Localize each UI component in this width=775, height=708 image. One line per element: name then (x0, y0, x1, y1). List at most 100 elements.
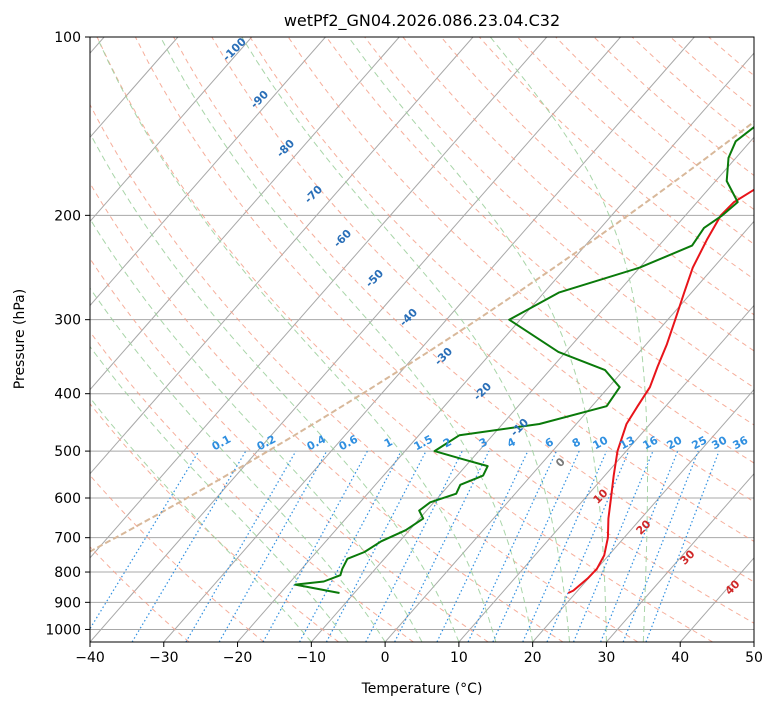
mixing-ratio-label: 10 (591, 433, 611, 452)
mixing-ratio-label: 0.4 (305, 432, 329, 453)
temperature-profile-line (567, 188, 754, 594)
y-tick-label: 500 (54, 444, 81, 460)
mixing-ratio-line (546, 450, 630, 642)
y-tick-label: 800 (54, 565, 81, 581)
mixing-ratio-label: 0.1 (210, 433, 233, 454)
mixing-ratio-line (645, 450, 720, 642)
dry-adiabat-line (90, 474, 265, 642)
moist-adiabat-line (160, 37, 534, 642)
chart-title: wetPf2_GN04.2026.086.23.04.C32 (284, 11, 560, 31)
x-tick-label: 40 (671, 650, 689, 666)
y-tick-label: 400 (54, 387, 81, 403)
dry-adiabat-line (287, 37, 754, 464)
y-tick-label: 1000 (45, 622, 81, 638)
warm-isotherm-label: 30 (678, 547, 698, 567)
mixing-ratio-label: 20 (665, 433, 685, 452)
dry-adiabat-line (402, 37, 754, 352)
isotherm-line (458, 304, 754, 642)
isotherm-line (606, 472, 754, 642)
mixing-ratio-label: 2 (441, 435, 454, 450)
x-tick-label: 10 (450, 650, 468, 666)
mixing-ratio-line (572, 450, 654, 642)
moist-adiabat-line (489, 37, 648, 642)
dry-adiabat-line (90, 182, 564, 642)
y-tick-label: 700 (54, 531, 81, 547)
chart-inline-labels: -100-90-80-70-60-50-40-30-20-100.1 0.2 0.4… (210, 35, 751, 598)
isotherm-line (90, 37, 326, 307)
mixing-ratio-line (185, 450, 297, 642)
dry-adiabat-line (96, 37, 713, 642)
x-tick-label: 0 (381, 650, 390, 666)
mixing-ratio-label: 8 (570, 435, 583, 450)
mixing-ratio-label: 13 (618, 434, 638, 453)
isotherm-label: -40 (397, 306, 420, 329)
mixing-ratio-line (394, 450, 490, 642)
dry-adiabat-line (325, 37, 754, 426)
isotherm-label: -100 (220, 35, 249, 64)
warm-isotherm-label: 40 (723, 577, 743, 597)
mixing-ratio-line (436, 450, 529, 642)
warm-isotherm-label: 0 (553, 455, 568, 470)
isotherm-line (237, 52, 754, 642)
y-tick-label: 300 (54, 313, 81, 329)
isotherm-line (90, 37, 253, 223)
x-tick-label: −30 (149, 650, 179, 666)
mixing-ratio-label: 16 (641, 433, 661, 452)
dry-adiabat-line (364, 37, 754, 389)
mixing-ratio-line (90, 450, 200, 630)
y-tick-label: 100 (54, 30, 81, 46)
x-tick-label: 50 (745, 650, 763, 666)
mixing-ratio-line (492, 450, 580, 642)
dry-adiabat-line (134, 37, 754, 624)
mixing-ratio-label: 1 (382, 435, 395, 450)
dry-adiabat-line (90, 546, 190, 642)
moist-adiabat-line (241, 37, 571, 642)
y-tick-label: 600 (54, 491, 81, 507)
isotherm-line (90, 37, 621, 642)
isotherm-label: -20 (471, 380, 494, 403)
y-tick-label: 200 (54, 208, 81, 224)
x-tick-label: 30 (598, 650, 616, 666)
x-tick-label: −20 (223, 650, 253, 666)
warm-isotherm-label: 20 (634, 517, 654, 537)
moist-adiabat-line (90, 287, 386, 642)
dry-adiabat-line (90, 330, 414, 642)
mixing-ratio-label: 30 (710, 433, 730, 452)
mixing-ratio-line (522, 450, 608, 642)
isotherm-line (753, 641, 754, 642)
moist-adiabat-line (90, 132, 460, 642)
mixing-ratio-line (325, 450, 427, 642)
x-tick-label: −10 (297, 650, 327, 666)
y-axis-label: Pressure (hPa) (12, 289, 28, 389)
moist-adiabat-line (90, 345, 349, 642)
isotherm-line (679, 557, 754, 642)
plot-frame (89, 36, 755, 643)
mixing-ratio-line (299, 450, 402, 642)
mixing-ratio-label: 1.5 (412, 433, 435, 454)
dewpoint-profile-line (294, 125, 754, 594)
isotherm-line (163, 37, 695, 642)
dry-adiabat-line (90, 257, 489, 642)
dry-adiabat-line (90, 403, 339, 642)
isotherm-line (310, 136, 754, 642)
mixing-ratio-line (622, 450, 699, 642)
dry-adiabat-line (90, 103, 639, 642)
isotherm-label: -50 (363, 267, 386, 290)
isotherm-line (90, 37, 400, 391)
isotherm-line (384, 220, 754, 642)
dry-adiabat-line (173, 37, 754, 583)
x-tick-label: 20 (524, 650, 542, 666)
chart-grid (90, 37, 754, 642)
dry-adiabat-line (555, 37, 754, 211)
x-tick-label: −40 (75, 650, 105, 666)
moist-adiabat-line (90, 217, 423, 642)
chart-axes: −40 −30 −20 −10 0 10 20 30 40 5010020030040050060… (45, 30, 763, 666)
dry-adiabat-line (708, 37, 754, 77)
chart-series (294, 125, 754, 594)
isotherm-label: -90 (248, 88, 271, 111)
dry-adiabat-line (249, 37, 754, 503)
mixing-ratio-line (262, 450, 368, 642)
mixing-ratio-label: 3 (477, 435, 490, 450)
mixing-ratio-label: 6 (543, 435, 556, 450)
